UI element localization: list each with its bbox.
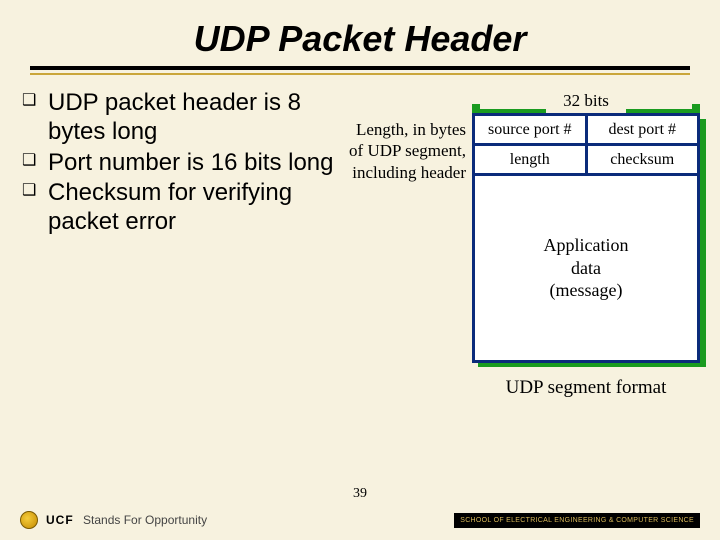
content-area: UDP packet header is 8 bytes long Port n…: [0, 75, 720, 399]
title-rule: [30, 66, 690, 75]
field-payload: Application data (message): [475, 176, 697, 360]
ucf-text: UCF Stands For Opportunity: [46, 513, 207, 527]
bits-width-indicator: 32 bits: [472, 91, 700, 113]
diagram-caption: UDP segment format: [472, 377, 700, 399]
field-length: length: [475, 146, 588, 173]
bullet-item: Checksum for verifying packet error: [20, 179, 337, 237]
footer: UCF Stands For Opportunity SCHOOL OF ELE…: [0, 500, 720, 540]
ucf-branding: UCF Stands For Opportunity: [20, 511, 207, 529]
bullet-list: UDP packet header is 8 bytes long Port n…: [20, 89, 337, 237]
length-annotation: Length, in bytes of UDP segment, includi…: [347, 91, 472, 399]
right-column: Length, in bytes of UDP segment, includi…: [347, 85, 700, 399]
packet-diagram: 32 bits source port # dest port # length…: [472, 91, 700, 399]
ucf-logo-icon: [20, 511, 38, 529]
left-column: UDP packet header is 8 bytes long Port n…: [20, 85, 337, 399]
school-badge: SCHOOL OF ELECTRICAL ENGINEERING & COMPU…: [454, 513, 700, 528]
header-row: length checksum: [475, 146, 697, 176]
bits-label: 32 bits: [472, 91, 700, 111]
field-source-port: source port #: [475, 116, 588, 143]
ucf-tagline: Stands For Opportunity: [83, 513, 207, 527]
packet-box: source port # dest port # length checksu…: [472, 113, 700, 363]
bullet-item: UDP packet header is 8 bytes long: [20, 89, 337, 147]
bullet-item: Port number is 16 bits long: [20, 149, 337, 178]
ucf-name: UCF: [46, 513, 74, 527]
header-row: source port # dest port #: [475, 116, 697, 146]
field-checksum: checksum: [588, 146, 698, 173]
field-dest-port: dest port #: [588, 116, 698, 143]
slide-title: UDP Packet Header: [0, 0, 720, 66]
